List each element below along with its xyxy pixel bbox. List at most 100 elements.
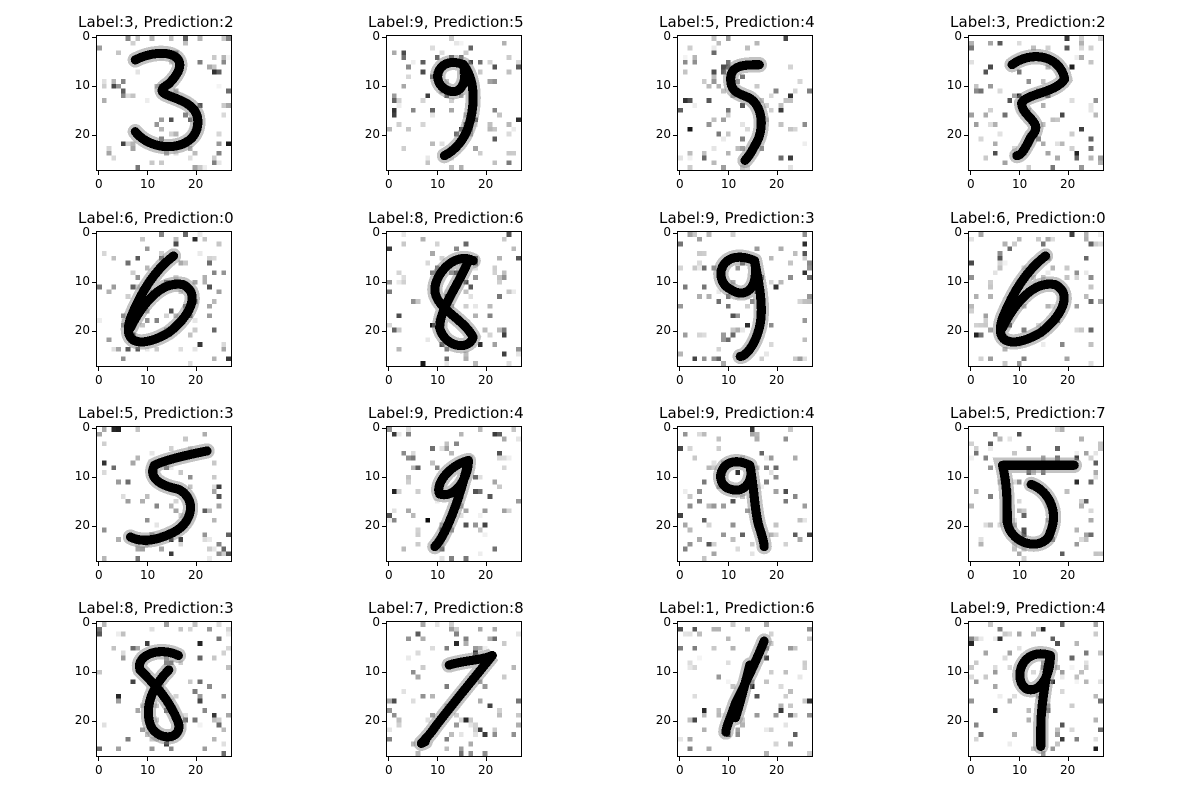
y-tick-mark	[964, 233, 968, 234]
noise-pixel	[415, 299, 421, 304]
noise-pixel	[211, 736, 217, 742]
noise-pixel	[973, 446, 979, 451]
noise-pixel	[192, 236, 198, 242]
noise-pixel	[1016, 551, 1022, 557]
noise-pixel	[807, 299, 812, 304]
noise-pixel	[125, 141, 131, 147]
noise-pixel	[221, 546, 227, 552]
noise-pixel	[120, 93, 126, 99]
y-tick-label: 10	[655, 664, 671, 678]
noise-pixel	[406, 427, 411, 432]
y-tick-label: 10	[74, 664, 90, 678]
noise-pixel	[735, 546, 741, 552]
noise-pixel	[988, 441, 993, 447]
panel-title: Label:5, Prediction:4	[659, 13, 815, 31]
noise-pixel	[978, 88, 984, 94]
noise-pixel	[978, 356, 984, 362]
noise-pixel	[973, 322, 979, 328]
x-tick-mark	[98, 757, 99, 761]
x-tick-label: 10	[430, 177, 446, 191]
y-tick-mark	[382, 672, 386, 673]
noise-pixel	[706, 98, 712, 103]
noise-pixel	[1050, 165, 1056, 170]
noise-pixel	[187, 361, 193, 366]
x-tick-mark	[486, 757, 487, 761]
noise-pixel	[1093, 631, 1099, 637]
noise-pixel	[168, 36, 174, 41]
noise-pixel	[202, 708, 208, 713]
noise-pixel	[711, 160, 717, 166]
noise-pixel	[792, 251, 798, 256]
noise-pixel	[1021, 508, 1027, 514]
noise-pixel	[444, 746, 450, 752]
noise-pixel	[173, 241, 179, 247]
noise-pixel	[706, 294, 712, 299]
noise-pixel	[992, 665, 998, 670]
noise-pixel	[997, 260, 1003, 266]
panel-title: Label:8, Prediction:6	[368, 209, 524, 227]
noise-pixel	[678, 241, 683, 247]
noise-pixel	[477, 645, 483, 651]
noise-pixel	[682, 332, 688, 338]
noise-pixel	[425, 93, 431, 99]
noise-pixel	[125, 346, 131, 352]
noise-pixel	[807, 636, 812, 642]
noise-pixel	[425, 260, 431, 266]
noise-pixel	[807, 698, 812, 704]
noise-pixel	[178, 470, 184, 475]
noise-pixel	[969, 665, 974, 670]
noise-pixel	[154, 318, 160, 323]
noise-pixel	[463, 522, 469, 528]
y-tick-label: 20	[655, 713, 671, 727]
noise-pixel	[468, 284, 474, 290]
noise-pixel	[1098, 232, 1103, 237]
noise-pixel	[1083, 650, 1089, 656]
noise-pixel	[730, 537, 736, 542]
noise-pixel	[678, 645, 683, 651]
y-tick-mark	[92, 86, 96, 87]
noise-pixel	[721, 532, 726, 538]
noise-pixel	[406, 64, 411, 70]
noise-pixel	[120, 631, 126, 637]
noise-pixel	[692, 59, 698, 65]
noise-pixel	[973, 660, 979, 666]
y-tick-label: 10	[74, 78, 90, 92]
noise-pixel	[1069, 703, 1075, 709]
noise-pixel	[778, 155, 784, 161]
noise-pixel	[706, 232, 712, 237]
noise-pixel	[497, 450, 502, 456]
noise-pixel	[391, 107, 397, 113]
image-panel: Label:3, Prediction:2 0 10 20 0 10 20	[70, 0, 360, 196]
y-tick-mark	[382, 623, 386, 624]
noise-pixel	[164, 622, 169, 627]
noise-pixel	[711, 74, 717, 80]
noise-pixel	[197, 722, 203, 728]
noise-pixel	[768, 93, 774, 99]
noise-pixel	[516, 712, 521, 718]
noise-pixel	[116, 83, 121, 89]
noise-pixel	[410, 455, 416, 461]
noise-pixel	[711, 265, 717, 271]
noise-pixel	[983, 674, 989, 680]
noise-pixel	[997, 436, 1003, 442]
noise-pixel	[692, 356, 698, 362]
noise-pixel	[1059, 427, 1065, 432]
noise-pixel	[473, 727, 478, 733]
y-tick-mark	[673, 526, 677, 527]
noise-pixel	[783, 436, 789, 442]
noise-pixel	[997, 636, 1003, 642]
noise-pixel	[740, 722, 745, 728]
y-tick-label: 20	[364, 127, 380, 141]
y-tick-label: 10	[364, 78, 380, 92]
noise-pixel	[216, 503, 222, 509]
noise-pixel	[1088, 275, 1094, 280]
noise-pixel	[1064, 265, 1070, 271]
y-tick-label: 10	[655, 469, 671, 483]
noise-pixel	[1074, 736, 1080, 742]
noise-pixel	[682, 59, 688, 65]
noise-pixel	[1093, 470, 1099, 475]
noise-pixel	[473, 361, 478, 366]
y-tick-label: 20	[946, 713, 962, 727]
noise-pixel	[458, 732, 464, 737]
y-tick-label: 10	[364, 664, 380, 678]
